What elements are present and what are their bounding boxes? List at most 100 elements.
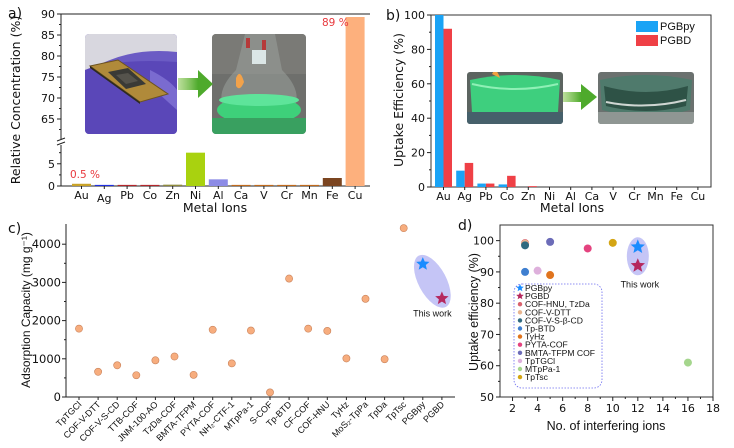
green-solution-before-photo [467,72,563,124]
bar-fe [322,178,342,186]
bar-pgbd-zn [528,186,537,187]
x-tick-label: V [609,190,617,203]
legend-label: COF-V-DTT [525,307,572,317]
legend-label: Tp-BTD [525,324,555,334]
scatter-point-bmta-tfpm-cof [546,237,555,246]
legend-swatch-pgbd [636,35,658,46]
legend-marker [517,342,523,347]
bar-pgbpy-pb [477,183,486,187]
legend-label: COF-V-S-β-CD [525,315,583,325]
y-tick-label: 65 [41,113,55,126]
legend-marker [517,318,523,323]
x-tick-label: Pb [479,190,493,203]
bar-cu [345,17,365,186]
y-tick-label: 20 [411,147,425,160]
x-tick-label: 16 [681,402,695,415]
legend-marker [517,366,523,372]
panel-a: a) 65 70 75 80 85 90 0 5 Au Ag Pb Co Zn Ni Al Ca V Cr Mn Fe… [8,6,370,215]
legend-label: PGBpy [525,283,553,293]
x-tick-label: Au [74,189,89,202]
x-tick-label: Co [500,190,515,203]
x-tick-label: Au [436,190,451,203]
x-axis-label: Metal Ions [540,200,604,215]
star-point-pgbpy [416,257,430,270]
x-tick-label: 10 [606,402,620,415]
x-axis-label: Metal Ions [183,200,247,215]
legend-label: BMTA-TFPM COF [525,348,595,358]
x-tick-label: Al [213,189,224,202]
y-tick-label: 100 [404,9,425,22]
x-tick-label: Cu [691,190,706,203]
y-tick-label: 80 [480,297,494,310]
y-tick-label: 0 [48,180,55,193]
bar-al [208,179,228,186]
green-solution-flask-photo [212,34,306,134]
legend-marker [517,302,523,307]
scatter-point [170,352,179,361]
panel-d-label: d) [458,218,472,234]
legend-label: TpTGCl [525,356,555,366]
scatter-point [246,326,255,335]
bar-pgbd-co [507,175,516,187]
legend-label: PYTA-COF [525,340,568,350]
axis-break-mark [56,141,66,146]
x-tick-label: Ca [585,190,599,203]
scatter-point [323,327,332,335]
legend-marker [517,334,523,339]
highlight-ellipse [626,237,649,276]
y-tick-label: 70 [480,328,494,341]
scatter-point [342,354,351,363]
y-axis-label: Uptake efficiency (%) [467,253,481,371]
scatter-point [208,325,217,334]
scatter-point [132,371,141,380]
bar-ni [186,152,205,186]
legend-label-pgbd: PGBD [660,35,691,47]
y-tick-label: 1000 [32,352,61,366]
x-tick-label: Zn [165,189,180,202]
scatter-point-tyhz [546,271,555,280]
y-tick-label: 4000 [32,237,61,251]
legend-marker [517,350,523,355]
y-tick-label: 80 [411,43,425,56]
legend-marker-pgbd [516,292,524,300]
bar-pgbd-pb [485,183,495,187]
x-tick-label: Cr [628,190,641,203]
scatter-point [266,388,274,397]
scatter-point [189,370,198,379]
x-tick-label: V [260,189,268,202]
panel-c: c) 01000200030004000TpTGClCOF-V-DTTCOF-V… [8,221,455,444]
y-tick-label: 50 [480,391,494,404]
plot-frame [499,224,714,398]
y-tick-label: 3000 [32,275,61,289]
legend-label: PGBD [525,291,549,301]
x-tick-label: 4 [534,402,541,415]
scatter-point-cof-v-s-cd [521,241,530,250]
x-tick-label: Fe [326,189,339,202]
x-tick-label: 8 [584,402,591,415]
x-tick-label: Ag [457,190,472,203]
bar-pgbpy-ag [456,170,465,187]
scatter-point [304,324,313,333]
y-tick-label: 100 [473,235,494,248]
cpu-chip-photo [85,34,177,134]
scatter-point [75,324,83,333]
bar-pgbd-ag [464,162,474,187]
x-tick-label: Cr [281,189,294,202]
y-tick-label: 85 [41,29,55,42]
scatter-point [399,224,408,233]
x-tick-label: Pb [120,189,134,202]
process-arrow-icon [563,84,597,110]
legend-marker [517,358,523,364]
scatter-point-pyta-cof [583,244,592,253]
axis-break-mark [56,137,66,142]
star-point-pgbpy [630,239,645,253]
legend-label: COF-HNU, TzDa [525,299,590,309]
x-tick-label: Ag [97,192,112,205]
legend-label-pgbpy: PGBpy [660,21,695,33]
panel-d: d) 50 60 70 80 90 100 2 4 6 8 10 12 14 16 18 No. of int… [458,218,720,433]
legend-box [513,283,603,389]
x-tick-label: 6 [559,402,566,415]
legend-marker [517,374,523,380]
y-tick-label: 90 [41,8,55,21]
